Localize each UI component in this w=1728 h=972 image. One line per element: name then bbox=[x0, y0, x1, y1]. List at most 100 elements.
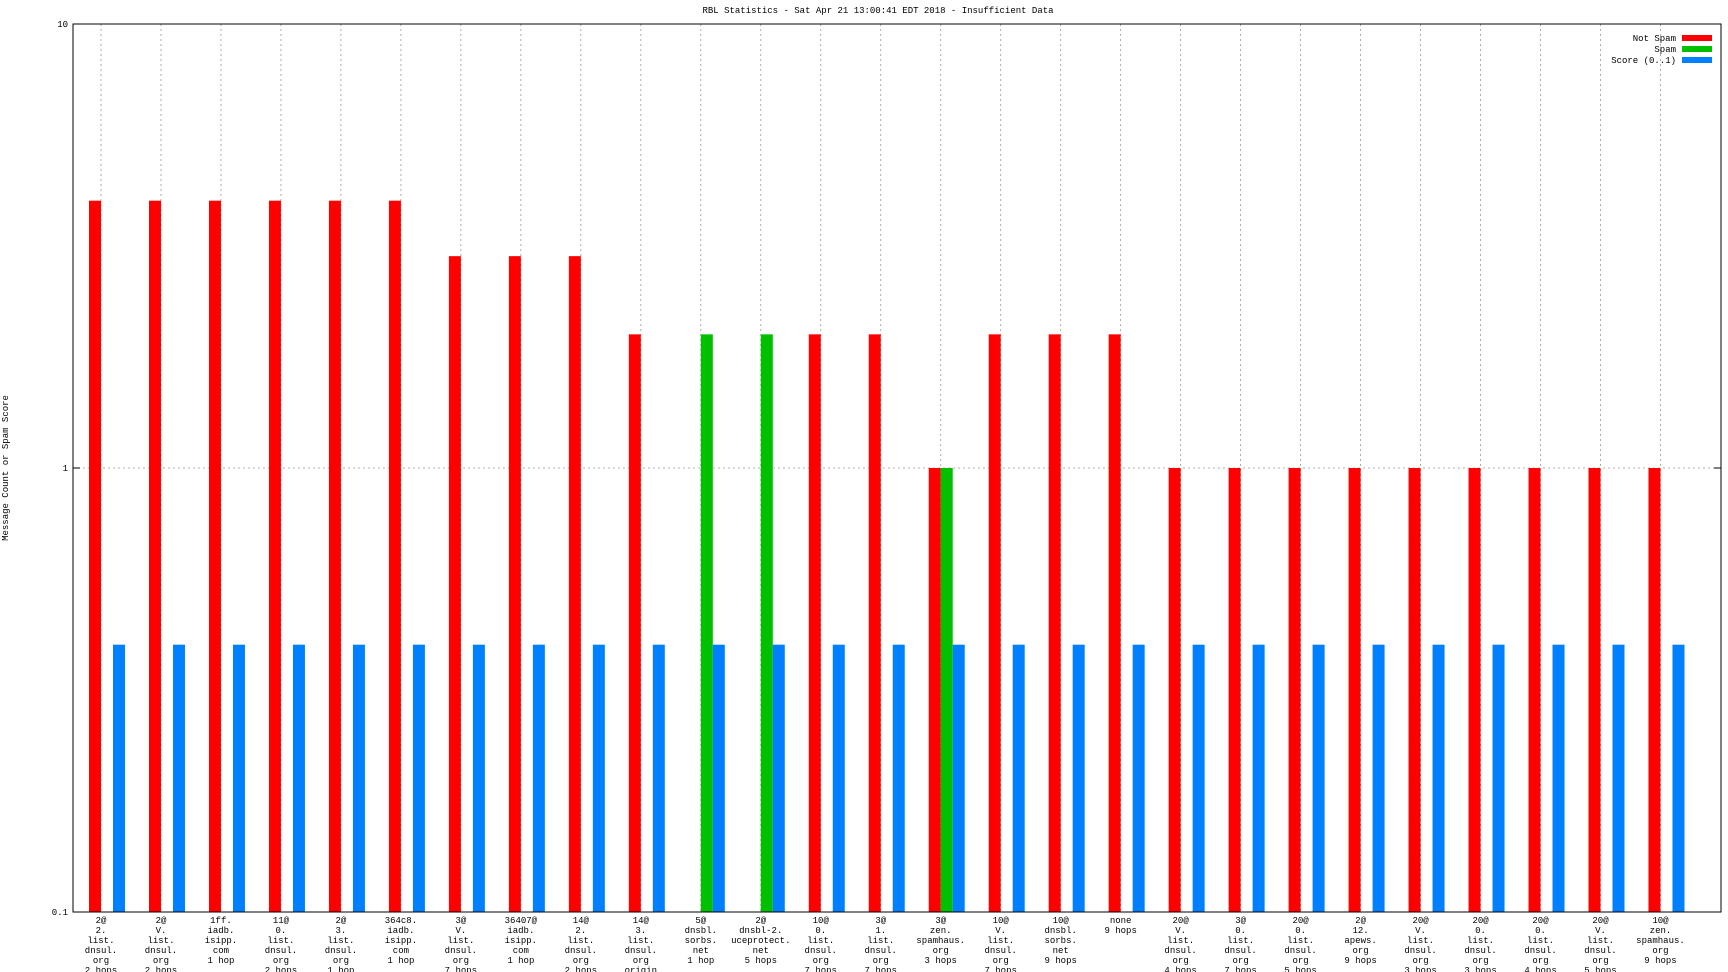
x-tick-label: 3. bbox=[336, 926, 347, 936]
bar bbox=[1048, 334, 1061, 913]
x-tick-label: com bbox=[393, 946, 409, 956]
x-tick-label: 2 hops bbox=[265, 966, 297, 972]
bar bbox=[592, 644, 605, 912]
x-tick-label: uceprotect. bbox=[731, 936, 790, 946]
x-tick-label: 2. bbox=[96, 926, 107, 936]
bar bbox=[1288, 468, 1301, 912]
x-tick-label: sorbs. bbox=[1044, 936, 1076, 946]
x-tick-label: list. bbox=[567, 936, 594, 946]
x-tick-label: org bbox=[1292, 956, 1308, 966]
x-tick-label: list. bbox=[807, 936, 834, 946]
bar bbox=[508, 256, 521, 912]
x-tick-label: com bbox=[213, 946, 229, 956]
x-tick-label: iadb. bbox=[387, 926, 414, 936]
x-tick-label: com bbox=[513, 946, 529, 956]
x-tick-label: V. bbox=[995, 926, 1006, 936]
x-tick-label: 5 hops bbox=[1584, 966, 1616, 972]
x-tick-label: org bbox=[573, 956, 589, 966]
x-tick-label: dnsul. bbox=[1404, 946, 1436, 956]
bar bbox=[760, 334, 773, 913]
x-tick-label: 2@ bbox=[755, 916, 766, 926]
x-tick-label: dnsbl. bbox=[1044, 926, 1076, 936]
x-tick-label: list. bbox=[627, 936, 654, 946]
x-tick-label: dnsul. bbox=[1584, 946, 1616, 956]
x-tick-label: org bbox=[93, 956, 109, 966]
x-tick-label: 14@ bbox=[573, 916, 590, 926]
x-tick-label: 3. bbox=[635, 926, 646, 936]
bar bbox=[532, 644, 545, 912]
bar bbox=[712, 644, 725, 912]
x-tick-label: 5 hops bbox=[745, 956, 777, 966]
x-tick-label: 0. bbox=[1235, 926, 1246, 936]
bar bbox=[1528, 468, 1541, 912]
x-tick-label: 3@ bbox=[875, 916, 886, 926]
bar bbox=[832, 644, 845, 912]
plot-border bbox=[72, 23, 1722, 913]
bar bbox=[1552, 644, 1565, 912]
x-tick-label: 2. bbox=[575, 926, 586, 936]
x-tick-label: 20@ bbox=[1532, 916, 1549, 926]
x-tick-label: 0. bbox=[276, 926, 287, 936]
bar bbox=[1312, 644, 1325, 912]
x-tick-label: 1 hop bbox=[387, 956, 414, 966]
x-tick-label: none bbox=[1110, 916, 1132, 926]
bar bbox=[412, 644, 425, 912]
x-tick-label: 2@ bbox=[96, 916, 107, 926]
bar bbox=[328, 200, 341, 912]
legend-label: Spam bbox=[1654, 45, 1676, 55]
bar bbox=[1372, 644, 1385, 912]
x-tick-label: V. bbox=[455, 926, 466, 936]
x-tick-label: V. bbox=[1175, 926, 1186, 936]
x-tick-label: 3@ bbox=[935, 916, 946, 926]
x-tick-label: org bbox=[1652, 946, 1668, 956]
x-tick-label: dnsul. bbox=[865, 946, 897, 956]
x-tick-label: org bbox=[1532, 956, 1548, 966]
x-tick-label: net bbox=[1053, 946, 1069, 956]
x-tick-label: net bbox=[693, 946, 709, 956]
bar bbox=[868, 334, 881, 913]
x-tick-label: 1ff. bbox=[210, 916, 232, 926]
x-tick-label: org bbox=[993, 956, 1009, 966]
x-tick-label: 9 hops bbox=[1344, 956, 1376, 966]
bar bbox=[700, 334, 713, 913]
bar bbox=[388, 200, 401, 912]
y-axis-label: Message Count or Spam Score bbox=[1, 395, 11, 541]
x-tick-label: org bbox=[1592, 956, 1608, 966]
bar bbox=[1072, 644, 1085, 912]
x-tick-label: org bbox=[1173, 956, 1189, 966]
x-tick-label: list. bbox=[1587, 936, 1614, 946]
y-tick-label: 0.1 bbox=[52, 908, 68, 918]
x-tick-label: dnsul. bbox=[805, 946, 837, 956]
x-tick-label: dnsul. bbox=[85, 946, 117, 956]
x-tick-label: 3@ bbox=[1235, 916, 1246, 926]
x-tick-label: zen. bbox=[1650, 926, 1672, 936]
chart-title: RBL Statistics - Sat Apr 21 13:00:41 EDT… bbox=[702, 6, 1054, 16]
x-tick-label: 11@ bbox=[273, 916, 290, 926]
bar bbox=[1252, 644, 1265, 912]
x-tick-label: 20@ bbox=[1173, 916, 1190, 926]
x-tick-label: org bbox=[813, 956, 829, 966]
bar bbox=[652, 644, 665, 912]
x-tick-label: list. bbox=[1227, 936, 1254, 946]
x-tick-label: list. bbox=[1467, 936, 1494, 946]
y-tick-label: 10 bbox=[57, 20, 68, 30]
bar bbox=[1672, 644, 1685, 912]
x-tick-label: org bbox=[633, 956, 649, 966]
x-tick-label: 1. bbox=[875, 926, 886, 936]
y-tick-label: 1 bbox=[63, 464, 68, 474]
x-tick-label: zen. bbox=[930, 926, 952, 936]
x-tick-label: isipp. bbox=[205, 936, 237, 946]
bar bbox=[208, 200, 221, 912]
x-tick-label: dnsul. bbox=[984, 946, 1016, 956]
x-tick-label: org bbox=[453, 956, 469, 966]
x-tick-label: 1 hop bbox=[687, 956, 714, 966]
x-tick-label: 5 hops bbox=[1284, 966, 1316, 972]
x-tick-label: dnsul. bbox=[1464, 946, 1496, 956]
x-tick-label: list. bbox=[1287, 936, 1314, 946]
legend-label: Score (0..1) bbox=[1611, 56, 1676, 66]
x-tick-label: dnsul. bbox=[445, 946, 477, 956]
x-tick-label: list. bbox=[147, 936, 174, 946]
x-tick-label: 12. bbox=[1352, 926, 1368, 936]
bar bbox=[89, 200, 101, 912]
